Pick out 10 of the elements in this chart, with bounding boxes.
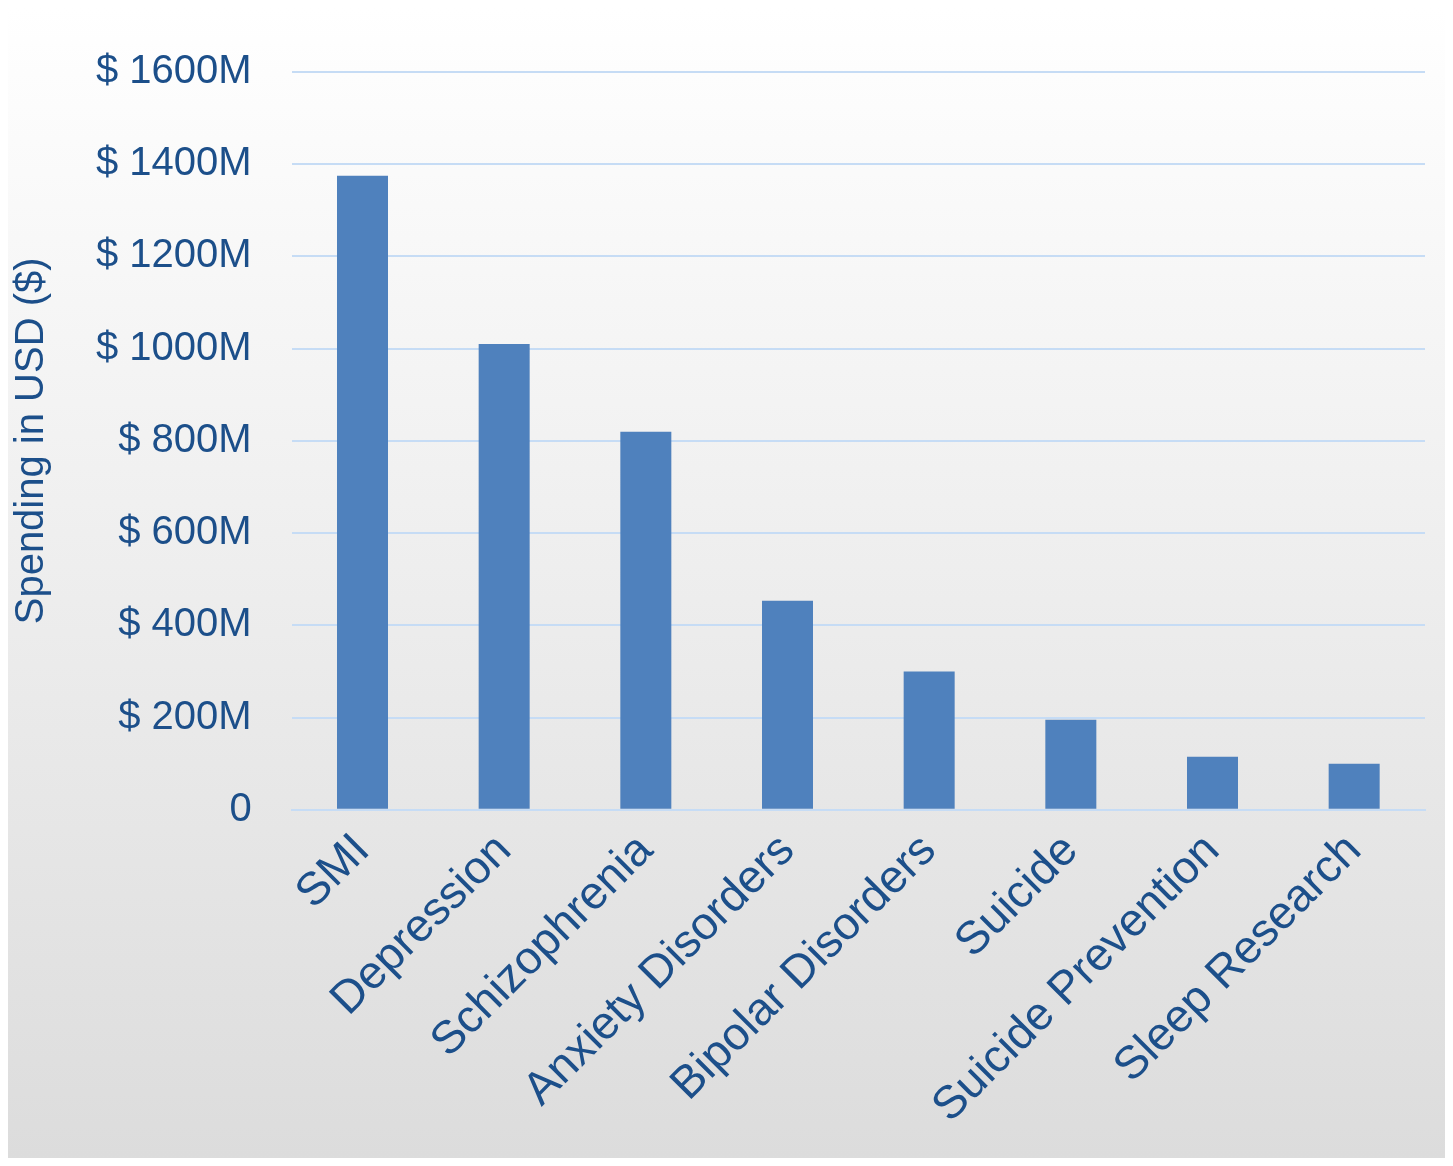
y-tick-label: $ 400M <box>118 600 252 645</box>
y-tick-label: $ 1600M <box>95 47 252 92</box>
y-tick-label: $ 200M <box>118 692 252 737</box>
y-tick-label: $ 600M <box>118 508 252 553</box>
y-tick-label: 0 <box>229 784 252 829</box>
y-tick-label: $ 800M <box>118 415 252 460</box>
y-tick-label: $ 1000M <box>95 323 252 368</box>
y-tick-label: $ 1400M <box>95 139 252 184</box>
y-tick-label: $ 1200M <box>95 231 252 276</box>
y-axis-title: Spending in USD ($) <box>7 257 52 625</box>
